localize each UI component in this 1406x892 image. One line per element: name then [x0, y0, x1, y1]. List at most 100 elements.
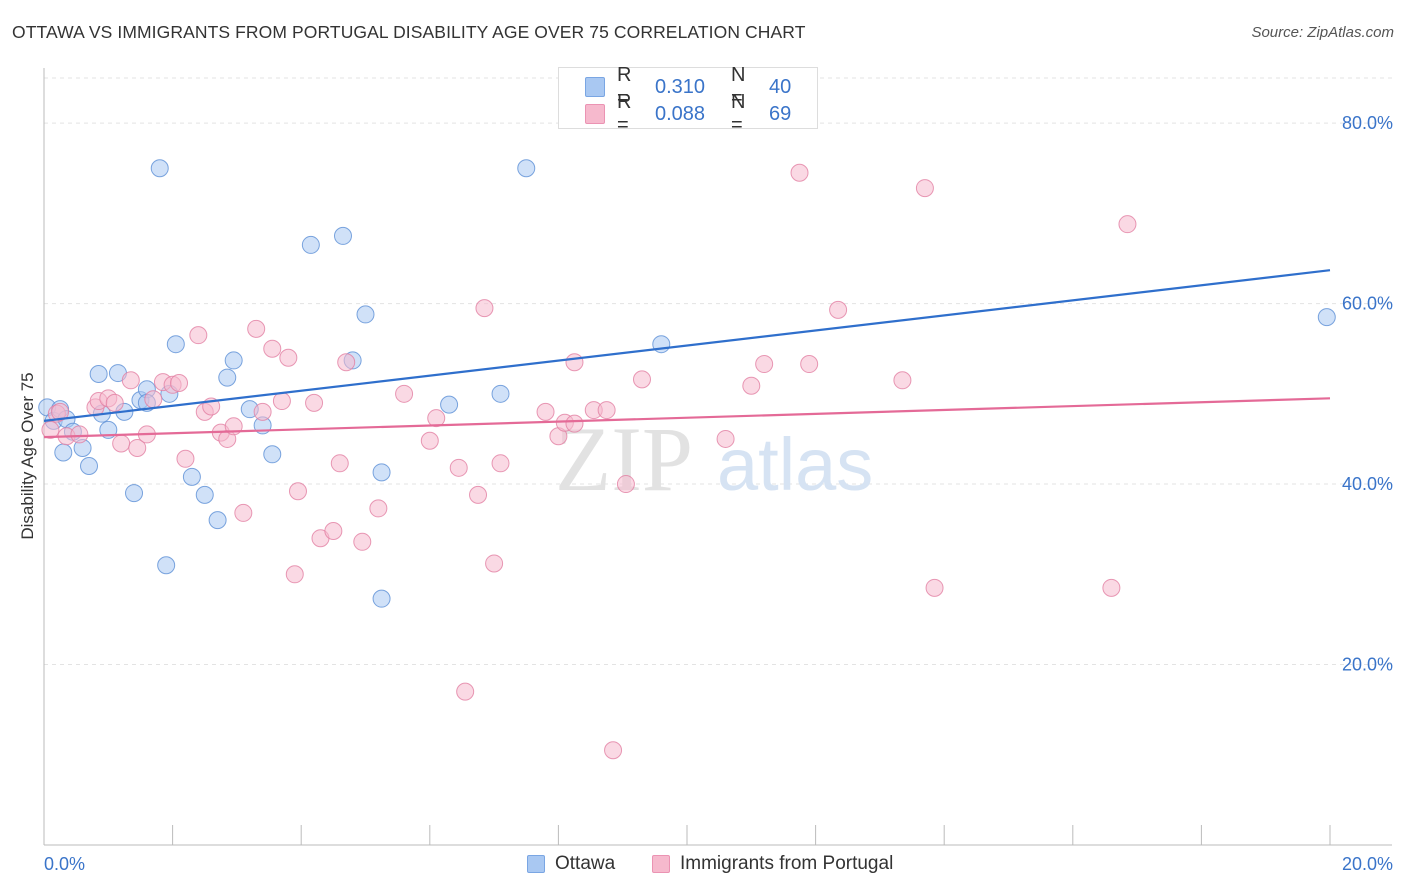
x-tick-label: 20.0%: [1342, 854, 1393, 874]
ottawa-point: [182, 467, 201, 486]
portugal-point: [632, 370, 651, 389]
portugal-point: [716, 429, 735, 448]
portugal-point: [597, 401, 616, 420]
legend-label-portugal: Immigrants from Portugal: [680, 853, 894, 874]
n-label: N =: [731, 91, 746, 136]
portugal-point: [469, 485, 488, 504]
r-value: 0.310: [655, 75, 706, 98]
portugal-point: [279, 348, 298, 367]
ottawa-point: [356, 305, 375, 324]
n-value: 69: [769, 102, 792, 125]
r-value: 0.088: [655, 102, 706, 125]
portugal-point: [449, 458, 468, 477]
legend-item-ottawa: Ottawa: [527, 852, 615, 876]
y-tick-label: 40.0%: [1342, 474, 1393, 494]
portugal-point: [604, 741, 623, 760]
portugal-point: [475, 299, 494, 318]
y-tick-label: 60.0%: [1342, 294, 1393, 314]
x-tick-label: 0.0%: [44, 854, 85, 874]
portugal-point: [829, 300, 848, 319]
portugal-point: [353, 532, 372, 551]
ottawa-legend-swatch: [527, 855, 545, 873]
ottawa-point: [89, 364, 108, 383]
ottawa-point: [263, 445, 282, 464]
portugal-point: [915, 179, 934, 198]
portugal-point: [305, 393, 324, 412]
portugal-point: [285, 565, 304, 584]
ottawa-point: [80, 457, 99, 476]
portugal-point: [112, 434, 131, 453]
portugal-point: [176, 449, 195, 468]
portugal-point: [420, 431, 439, 450]
portugal-point: [893, 371, 912, 390]
y-axis-label: Disability Age Over 75: [18, 372, 37, 540]
y-tick-label: 20.0%: [1342, 655, 1393, 675]
portugal-point: [369, 499, 388, 518]
ottawa-point: [125, 484, 144, 503]
y-tick-label: 80.0%: [1342, 113, 1393, 133]
portugal-point: [790, 163, 809, 182]
portugal-point: [755, 355, 774, 374]
portugal-point: [1118, 215, 1137, 234]
portugal-point: [121, 371, 140, 390]
portugal-legend-swatch: [652, 855, 670, 873]
portugal-point: [170, 373, 189, 392]
portugal-point: [70, 425, 89, 444]
portugal-point: [565, 414, 584, 433]
legend-item-portugal: Immigrants from Portugal: [652, 852, 893, 876]
r-label: R =: [617, 91, 632, 136]
n-label: N =: [731, 64, 746, 109]
portugal-point: [288, 482, 307, 501]
portugal-point: [616, 475, 635, 494]
portugal-point: [189, 326, 208, 345]
portugal-point: [427, 409, 446, 428]
ottawa-point: [1317, 308, 1336, 327]
ottawa-point: [157, 556, 176, 575]
portugal-point: [324, 521, 343, 540]
portugal-point: [144, 390, 163, 409]
portugal-point: [263, 339, 282, 358]
legend-label-ottawa: Ottawa: [555, 853, 616, 874]
portugal-point: [565, 353, 584, 372]
ottawa-point: [208, 511, 227, 530]
watermark-atlas: atlas: [717, 423, 873, 506]
portugal-point: [491, 454, 510, 473]
portugal-point: [105, 393, 124, 412]
portugal-point: [337, 353, 356, 372]
portugal-point: [253, 402, 272, 421]
ottawa-point: [440, 395, 459, 414]
portugal-point: [41, 420, 60, 439]
ottawa-point: [195, 485, 214, 504]
portugal-point: [800, 355, 819, 374]
ottawa-point: [166, 335, 185, 354]
ottawa-trend-line: [43, 269, 1331, 422]
portugal-point: [1102, 578, 1121, 597]
chart-title: OTTAWA VS IMMIGRANTS FROM PORTUGAL DISAB…: [12, 22, 806, 42]
stats-legend: R = 0.310 N = 40 R = 0.088 N = 69: [558, 64, 818, 136]
portugal-point: [128, 438, 147, 457]
portugal-point: [536, 402, 555, 421]
portugal-point: [330, 454, 349, 473]
portugal-point: [234, 503, 253, 522]
ottawa-point: [150, 159, 169, 178]
source-label: Source: ZipAtlas.com: [1251, 24, 1394, 41]
ottawa-point: [301, 235, 320, 254]
portugal-point: [395, 384, 414, 403]
ottawa-point: [372, 589, 391, 608]
portugal-point: [51, 402, 70, 421]
portugal-point: [925, 578, 944, 597]
n-value: 40: [769, 75, 792, 98]
ottawa-point: [372, 463, 391, 482]
portugal-point: [742, 376, 761, 395]
ottawa-point: [491, 384, 510, 403]
portugal-point: [485, 554, 504, 573]
ottawa-point: [517, 159, 536, 178]
ottawa-point: [224, 351, 243, 370]
portugal-trend-line: [43, 397, 1331, 439]
ottawa-point: [218, 368, 237, 387]
ottawa-swatch: [585, 77, 605, 97]
portugal-swatch: [585, 104, 605, 124]
ottawa-point: [54, 443, 73, 462]
r-label: R =: [617, 64, 632, 109]
portugal-point: [456, 682, 475, 701]
